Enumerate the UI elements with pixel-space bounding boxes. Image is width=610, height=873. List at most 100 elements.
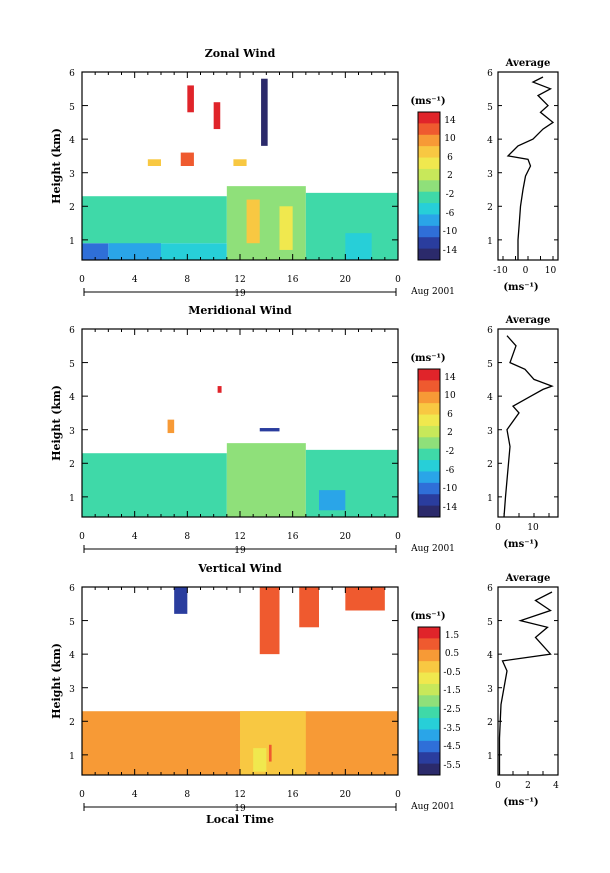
- average-profile: [498, 591, 553, 775]
- x-tick-label: 8: [184, 532, 190, 542]
- heatmap-plot: [82, 386, 398, 517]
- colorbar-swatch: [418, 123, 440, 136]
- y-tick-label: 3: [69, 170, 75, 180]
- colorbar-swatch: [418, 718, 440, 730]
- colorbar-swatch: [418, 471, 440, 484]
- colorbar: [417, 368, 441, 518]
- average-x-tick-label: -10: [493, 266, 508, 276]
- colorbar-label: -14: [443, 246, 458, 256]
- colorbar-label: 10: [444, 391, 456, 401]
- heatmap-cell: [259, 428, 280, 432]
- average-y-tick-label: 2: [487, 460, 493, 470]
- colorbar-swatch: [418, 460, 440, 472]
- colorbar-swatch: [418, 672, 440, 685]
- x-tick-label: 0: [395, 532, 401, 542]
- y-tick-label: 5: [69, 103, 75, 113]
- average-y-tick-label: 5: [487, 103, 493, 113]
- y-tick-label: 1: [69, 494, 75, 504]
- average-title: Average: [505, 573, 551, 584]
- average-y-tick-label: 6: [487, 326, 493, 336]
- colorbar-swatch: [418, 437, 440, 450]
- heatmap-cell: [213, 102, 221, 130]
- colorbar-label: 6: [447, 410, 453, 420]
- date-day-label: 19: [234, 546, 246, 556]
- y-tick-label: 6: [69, 326, 75, 336]
- heatmap-cell: [82, 453, 227, 517]
- average-frame: [497, 586, 559, 776]
- colorbar-label: -10: [443, 484, 458, 494]
- colorbar-swatch: [418, 683, 440, 696]
- heatmap-cell: [233, 159, 247, 166]
- colorbar-label: -0.5: [443, 668, 461, 678]
- colorbar-swatch: [418, 763, 440, 776]
- average-y-tick-label: 5: [487, 618, 493, 628]
- colorbar-label: 2: [447, 428, 453, 438]
- date-day-label: 19: [234, 804, 246, 814]
- y-tick-label: 6: [69, 69, 75, 79]
- y-axis-label: Height (km): [50, 128, 63, 204]
- colorbar-swatch: [418, 203, 440, 215]
- colorbar-swatch: [418, 403, 440, 416]
- colorbar-label: -5.5: [443, 761, 461, 771]
- colorbar-frame: [417, 111, 441, 261]
- y-tick-label: 5: [69, 360, 75, 370]
- heatmap-cell: [108, 239, 161, 260]
- y-tick-label: 2: [69, 718, 75, 728]
- colorbar-label: 1.5: [445, 631, 460, 641]
- x-tick-label: 12: [234, 532, 245, 542]
- average-title: Average: [505, 315, 551, 326]
- average-y-tick-label: 3: [487, 685, 493, 695]
- average-y-tick-label: 2: [487, 718, 493, 728]
- date-month-label: Aug 2001: [410, 287, 455, 297]
- colorbar-swatch: [418, 752, 440, 765]
- colorbar-label: 2: [447, 171, 453, 181]
- heatmap-cell: [82, 243, 109, 260]
- colorbar-unit: (ms⁻¹): [410, 96, 445, 107]
- heatmap-cell: [226, 443, 306, 517]
- heatmap-cell: [345, 587, 385, 611]
- x-tick-label: 20: [340, 275, 352, 285]
- heatmap-cell: [253, 748, 267, 772]
- heatmap-cell: [167, 419, 175, 434]
- y-tick-label: 5: [69, 618, 75, 628]
- x-tick-label: 0: [79, 275, 85, 285]
- colorbar-swatch: [418, 649, 440, 662]
- colorbar-label: -1.5: [443, 686, 461, 696]
- colorbar-swatch: [418, 237, 440, 250]
- average-unit: (ms⁻¹): [503, 797, 538, 808]
- average-x-tick-label: 0: [523, 266, 529, 276]
- colorbar-label: 6: [447, 153, 453, 163]
- colorbar-swatch: [418, 729, 440, 742]
- colorbar-swatch: [418, 414, 440, 427]
- colorbar-swatch: [418, 112, 440, 124]
- colorbar-label: -6: [446, 466, 455, 476]
- colorbar-label: -6: [446, 209, 455, 219]
- average-ticks: [503, 513, 550, 517]
- average-profile: [503, 335, 554, 518]
- heatmap-plot: [82, 587, 398, 775]
- colorbar-label: 14: [444, 373, 456, 383]
- average-x-tick-label: 4: [553, 781, 559, 791]
- heatmap-cell: [345, 233, 372, 260]
- date-bar: [83, 288, 397, 296]
- colorbar-swatch: [418, 380, 440, 393]
- average-y-tick-label: 1: [487, 752, 493, 762]
- average-y-tick-label: 4: [487, 136, 493, 146]
- heatmap-cell: [319, 490, 346, 511]
- colorbar-swatch: [418, 214, 440, 227]
- colorbar-swatch: [418, 425, 440, 438]
- average-profile-line: [506, 76, 555, 260]
- y-tick-label: 4: [69, 651, 75, 661]
- vertical-wind-panel: Vertical Wind Height (km) 0 4 8 12 16 20…: [50, 562, 559, 814]
- colorbar-swatch: [418, 146, 440, 159]
- heatmap-cell: [279, 206, 293, 250]
- colorbar-label: -10: [443, 227, 458, 237]
- y-tick-label: 2: [69, 203, 75, 213]
- x-tick-label: 8: [184, 275, 190, 285]
- average-y-tick-label: 3: [487, 170, 493, 180]
- x-tick-label: 4: [132, 275, 138, 285]
- average-y-tick-label: 4: [487, 393, 493, 403]
- colorbar-swatch: [418, 157, 440, 170]
- average-y-tick-label: 5: [487, 360, 493, 370]
- heatmap-cell: [180, 152, 194, 166]
